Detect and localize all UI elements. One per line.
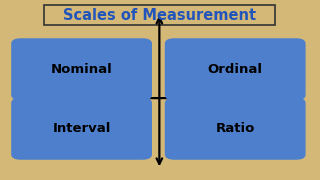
FancyBboxPatch shape [11,98,152,160]
FancyBboxPatch shape [165,38,306,100]
Text: Scales of Measurement: Scales of Measurement [63,8,256,23]
Text: Ordinal: Ordinal [208,63,263,76]
FancyBboxPatch shape [165,98,306,160]
Text: Nominal: Nominal [51,63,112,76]
Text: Ratio: Ratio [215,122,255,135]
FancyBboxPatch shape [44,5,275,25]
FancyBboxPatch shape [11,38,152,100]
Text: Interval: Interval [52,122,111,135]
